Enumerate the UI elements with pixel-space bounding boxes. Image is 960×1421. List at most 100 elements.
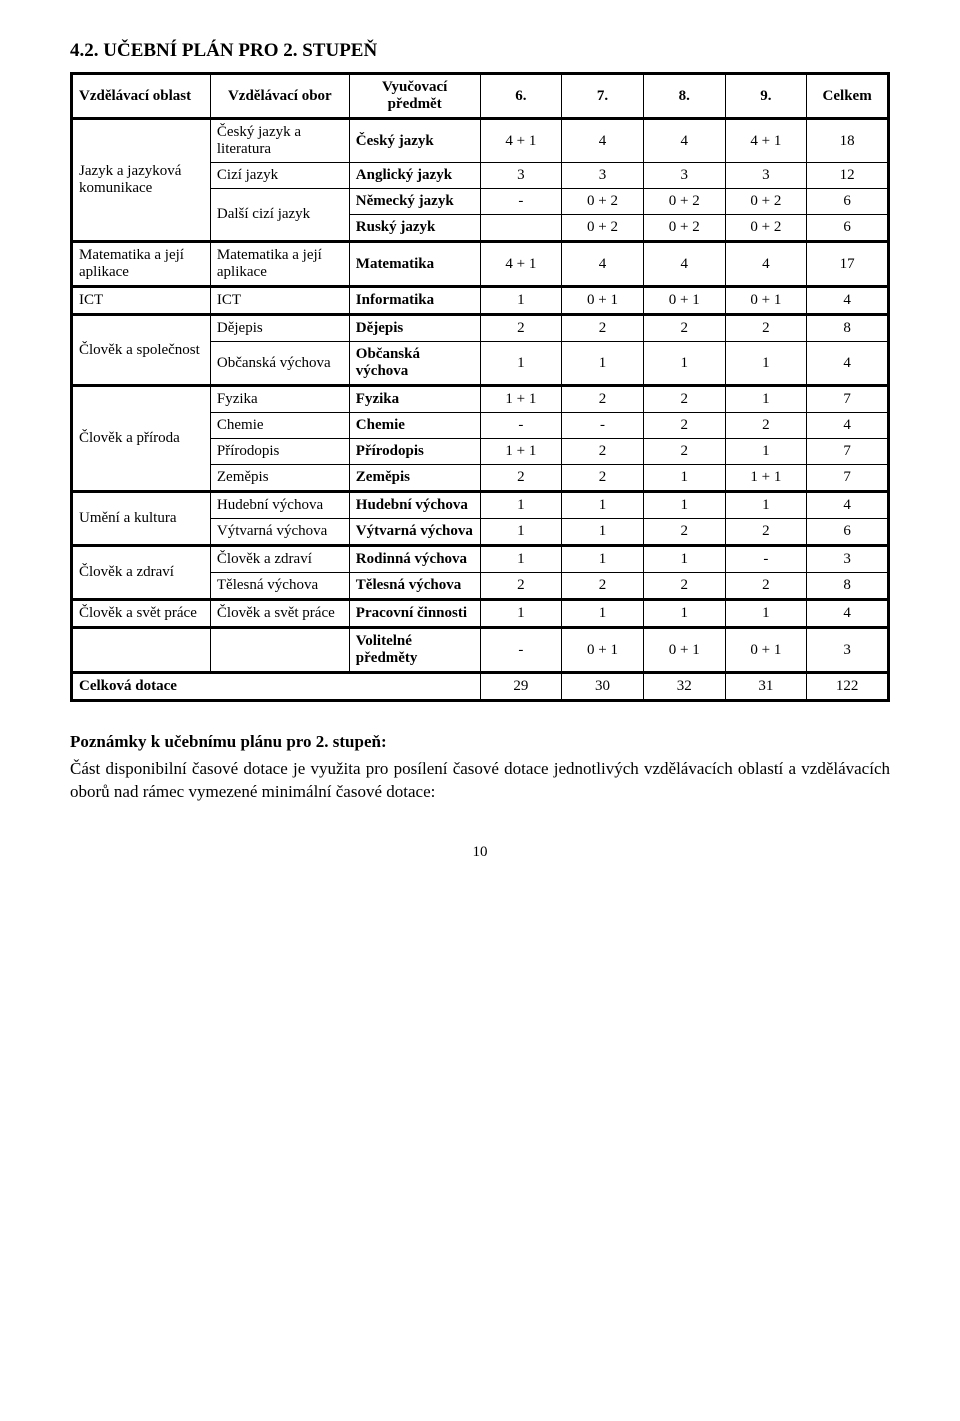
cell: 12 bbox=[807, 163, 889, 189]
page-container: 4.2. UČEBNÍ PLÁN PRO 2. STUPEŇ Vzdělávac… bbox=[0, 0, 960, 901]
cell: 1 bbox=[725, 342, 807, 386]
cell: 32 bbox=[643, 673, 725, 701]
cell: 2 bbox=[725, 413, 807, 439]
area-zdravi: Člověk a zdraví bbox=[72, 546, 211, 600]
cell: 4 bbox=[807, 342, 889, 386]
field-ict: ICT bbox=[210, 287, 349, 315]
table-row: Člověk a společnost Dějepis Dějepis 2 2 … bbox=[72, 315, 889, 342]
field-hudebni: Hudební výchova bbox=[210, 492, 349, 519]
area-volitelne-empty bbox=[72, 628, 211, 673]
cell: 17 bbox=[807, 242, 889, 287]
cell: 1 bbox=[725, 492, 807, 519]
field-matematika: Matematika a její aplikace bbox=[210, 242, 349, 287]
subject-prirodopis: Přírodopis bbox=[349, 439, 480, 465]
cell: 1 bbox=[480, 342, 562, 386]
table-header-row: Vzdělávací oblast Vzdělávací obor Vyučov… bbox=[72, 74, 889, 119]
cell: 18 bbox=[807, 119, 889, 163]
cell: 1 bbox=[725, 386, 807, 413]
subject-informatika: Informatika bbox=[349, 287, 480, 315]
cell: 0 + 1 bbox=[562, 287, 644, 315]
area-priroda: Člověk a příroda bbox=[72, 386, 211, 492]
cell: 2 bbox=[480, 573, 562, 600]
table-row: Člověk a svět práce Člověk a svět práce … bbox=[72, 600, 889, 628]
cell: 0 + 1 bbox=[643, 628, 725, 673]
field-zemepis: Zeměpis bbox=[210, 465, 349, 492]
cell: 4 bbox=[643, 242, 725, 287]
cell: 2 bbox=[643, 519, 725, 546]
cell: 3 bbox=[807, 546, 889, 573]
field-prirodopis: Přírodopis bbox=[210, 439, 349, 465]
table-row: ICT ICT Informatika 1 0 + 1 0 + 1 0 + 1 … bbox=[72, 287, 889, 315]
cell: 7 bbox=[807, 386, 889, 413]
cell: 1 bbox=[643, 465, 725, 492]
subject-cesky: Český jazyk bbox=[349, 119, 480, 163]
cell: - bbox=[480, 628, 562, 673]
cell: 2 bbox=[643, 413, 725, 439]
notes-title: Poznámky k učebnímu plánu pro 2. stupeň: bbox=[70, 732, 890, 752]
cell: 1 bbox=[725, 439, 807, 465]
field-prace: Člověk a svět práce bbox=[210, 600, 349, 628]
cell: 0 + 1 bbox=[643, 287, 725, 315]
header-grade-6: 6. bbox=[480, 74, 562, 119]
subject-hudebni: Hudební výchova bbox=[349, 492, 480, 519]
table-row: Člověk a příroda Fyzika Fyzika 1 + 1 2 2… bbox=[72, 386, 889, 413]
cell: 1 bbox=[643, 546, 725, 573]
table-row: Člověk a zdraví Člověk a zdraví Rodinná … bbox=[72, 546, 889, 573]
area-ict: ICT bbox=[72, 287, 211, 315]
field-obcanska: Občanská výchova bbox=[210, 342, 349, 386]
cell: 7 bbox=[807, 439, 889, 465]
cell: 3 bbox=[480, 163, 562, 189]
cell: 30 bbox=[562, 673, 644, 701]
cell: 1 bbox=[562, 519, 644, 546]
table-row: Matematika a její aplikace Matematika a … bbox=[72, 242, 889, 287]
subject-volitelne: Volitelné předměty bbox=[349, 628, 480, 673]
area-jazyk: Jazyk a jazyková komunikace bbox=[72, 119, 211, 242]
header-grade-7: 7. bbox=[562, 74, 644, 119]
field-dalsi-cizi: Další cizí jazyk bbox=[210, 189, 349, 242]
cell: 4 bbox=[807, 492, 889, 519]
cell: 2 bbox=[643, 386, 725, 413]
cell: 2 bbox=[480, 465, 562, 492]
cell: 0 + 2 bbox=[725, 215, 807, 242]
field-cizi-jazyk: Cizí jazyk bbox=[210, 163, 349, 189]
cell: 8 bbox=[807, 573, 889, 600]
cell: 0 + 2 bbox=[643, 189, 725, 215]
table-row: Umění a kultura Hudební výchova Hudební … bbox=[72, 492, 889, 519]
curriculum-table: Vzdělávací oblast Vzdělávací obor Vyučov… bbox=[70, 72, 890, 702]
cell: 3 bbox=[807, 628, 889, 673]
section-title: 4.2. UČEBNÍ PLÁN PRO 2. STUPEŇ bbox=[70, 40, 890, 62]
table-row: Volitelné předměty - 0 + 1 0 + 1 0 + 1 3 bbox=[72, 628, 889, 673]
cell: 2 bbox=[643, 439, 725, 465]
subject-rusky: Ruský jazyk bbox=[349, 215, 480, 242]
cell: 0 + 2 bbox=[725, 189, 807, 215]
cell: 2 bbox=[562, 465, 644, 492]
cell: 2 bbox=[562, 386, 644, 413]
field-chemie: Chemie bbox=[210, 413, 349, 439]
field-dejepis: Dějepis bbox=[210, 315, 349, 342]
cell: 1 bbox=[562, 546, 644, 573]
subject-anglicky: Anglický jazyk bbox=[349, 163, 480, 189]
cell: 1 + 1 bbox=[480, 439, 562, 465]
cell: 0 + 1 bbox=[725, 628, 807, 673]
cell: 6 bbox=[807, 519, 889, 546]
subject-vytvarna: Výtvarná výchova bbox=[349, 519, 480, 546]
subject-nemecky: Německý jazyk bbox=[349, 189, 480, 215]
cell: 1 bbox=[480, 492, 562, 519]
header-area: Vzdělávací oblast bbox=[72, 74, 211, 119]
subject-dejepis: Dějepis bbox=[349, 315, 480, 342]
subject-rodinna: Rodinná výchova bbox=[349, 546, 480, 573]
cell: 4 bbox=[562, 242, 644, 287]
cell: 1 bbox=[480, 287, 562, 315]
cell: 4 bbox=[562, 119, 644, 163]
cell: 4 bbox=[807, 413, 889, 439]
cell: 4 bbox=[725, 242, 807, 287]
cell: 2 bbox=[725, 315, 807, 342]
header-field: Vzdělávací obor bbox=[210, 74, 349, 119]
cell: 3 bbox=[725, 163, 807, 189]
header-total: Celkem bbox=[807, 74, 889, 119]
header-subject: Vyučovací předmět bbox=[349, 74, 480, 119]
field-fyzika: Fyzika bbox=[210, 386, 349, 413]
table-row-total: Celková dotace 29 30 32 31 122 bbox=[72, 673, 889, 701]
cell: 31 bbox=[725, 673, 807, 701]
area-umeni: Umění a kultura bbox=[72, 492, 211, 546]
